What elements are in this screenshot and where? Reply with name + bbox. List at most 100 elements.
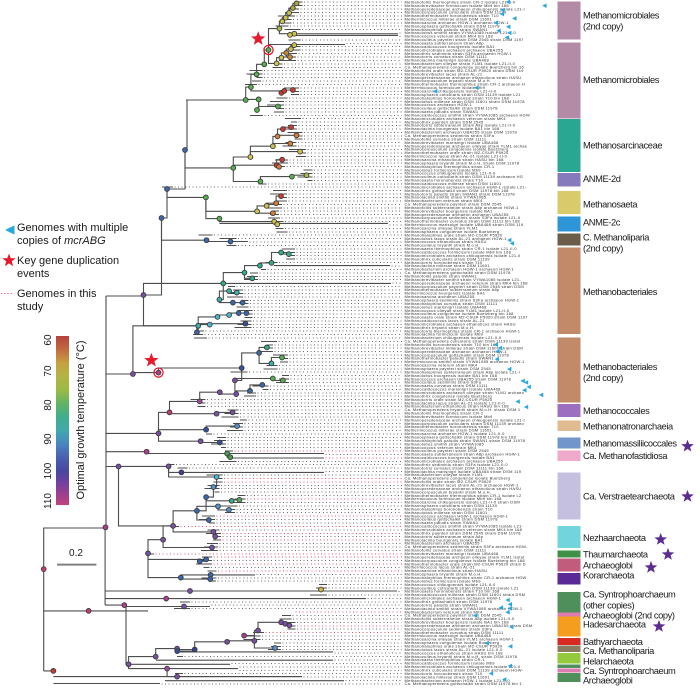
svg-text:Methanolacinia marisnigri isol: Methanolacinia marisnigri isolate UBA468 bbox=[405, 58, 490, 63]
svg-text:Methanobacterium olleyae strai: Methanobacterium olleyae strain YLM1 bbox=[405, 472, 484, 477]
svg-text:Helarchaeota: Helarchaeota bbox=[583, 656, 635, 666]
svg-text:Methanocorpusculum gottschalki: Methanocorpusculum gottschalkii strain D… bbox=[405, 352, 510, 357]
svg-text:Methanolobus lacus strain AL-2: Methanolobus lacus strain AL-21 isolate … bbox=[405, 647, 504, 652]
svg-text:Methanococcus ethanolicus stra: Methanococcus ethanolicus strain HASU bbox=[405, 239, 487, 244]
svg-text:Methanoculleus paynteri strain: Methanoculleus paynteri strain DSM 2545 … bbox=[405, 37, 525, 42]
svg-text:Methermicoccus millerae strain: Methermicoccus millerae strain DSM 11601 bbox=[405, 17, 493, 22]
svg-text:70: 70 bbox=[43, 365, 54, 377]
svg-text:Methanoperedenaceae archaeon a: Methanoperedenaceae archaeon archaeon UB… bbox=[405, 212, 510, 217]
svg-text:Methanocorpusculum bryantii st: Methanocorpusculum bryantii strain M.o.H… bbox=[405, 78, 492, 83]
svg-text:Methanocaldococcus formicicum: Methanocaldococcus formicicum isolate Mb… bbox=[405, 250, 512, 255]
svg-text:Methermicoccus marisnigri isol: Methermicoccus marisnigri isolate UBA468 bbox=[405, 633, 492, 638]
svg-text:Methanocorpusculum congolense: Methanocorpusculum congolense isolate Bu… bbox=[405, 558, 526, 563]
svg-text:Methanothrix gottschalkii stra: Methanothrix gottschalkii strain DSM 119… bbox=[405, 188, 510, 193]
svg-text:Methanohalophilus paludis stra: Methanohalophilus paludis strain SWAN1 bbox=[405, 27, 489, 32]
svg-text:events: events bbox=[17, 268, 50, 280]
svg-text:Methermicoccus lacus strain AL: Methermicoccus lacus strain AL-21 isolat… bbox=[405, 154, 508, 159]
svg-text:Methanomicrobiales: Methanomicrobiales bbox=[583, 75, 660, 85]
svg-text:Methanothrix paynteri strain D: Methanothrix paynteri strain DSM 2545 st… bbox=[405, 531, 522, 536]
svg-text:Methanosarcina archaeon HGW-1: Methanosarcina archaeon HGW-1 isolate L2… bbox=[405, 431, 506, 436]
svg-text:(other copies): (other copies) bbox=[583, 601, 635, 611]
svg-text:Methanothermobacter curvatus s: Methanothermobacter curvatus strain DSM … bbox=[405, 219, 521, 224]
svg-text:Methanosaeta thermophilus stra: Methanosaeta thermophilus strain CR-1 is… bbox=[405, 246, 518, 251]
svg-text:Hadesarchaeota: Hadesarchaeota bbox=[583, 619, 647, 629]
svg-text:Methanocaldococcus millerae st: Methanocaldococcus millerae strain DSM 1… bbox=[405, 592, 526, 597]
svg-text:Methanocaldococcus bourgensis: Methanocaldococcus bourgensis isolate BA… bbox=[405, 44, 496, 49]
svg-text:Methanomicrobiales archaeon ch: Methanomicrobiales archaeon chikugoensis… bbox=[405, 664, 521, 669]
svg-text:Methanosarcina ethanolicus str: Methanosarcina ethanolicus strain HASU bbox=[405, 568, 488, 573]
svg-text:Ca. Methanoperedens gottschalk: Ca. Methanoperedens gottschalkii strain … bbox=[405, 681, 523, 686]
svg-text:Methanobacterium archaeon UBA2: Methanobacterium archaeon UBA255 bbox=[405, 541, 481, 546]
svg-text:Methanohalophilus horonobensis: Methanohalophilus horonobensis strain T1… bbox=[405, 507, 494, 512]
svg-text:Genomes with multiple: Genomes with multiple bbox=[17, 222, 128, 234]
svg-text:Methanothrix cuticularis strai: Methanothrix cuticularis strain DSM 1113… bbox=[405, 668, 524, 673]
svg-text:ANME-2d: ANME-2d bbox=[583, 174, 621, 184]
svg-text:Methanocaldococcus bourgensis: Methanocaldococcus bourgensis isolate BA… bbox=[405, 455, 496, 460]
svg-text:Methanomicrobiales archaeon ve: Methanomicrobiales archaeon veterum stra… bbox=[405, 527, 523, 532]
svg-text:Ca. Methanoperedens gottschalk: Ca. Methanoperedens gottschalkii strain … bbox=[405, 270, 512, 275]
svg-text:Bathyarchaeota: Bathyarchaeota bbox=[583, 637, 644, 647]
svg-text:Methanomicrobiales archaeon ar: Methanomicrobiales archaeon archaeon HGW… bbox=[405, 596, 502, 601]
svg-text:Methanobrevibacter millerae st: Methanobrevibacter millerae strain DSM 1… bbox=[405, 345, 524, 350]
svg-text:Methanocorpusculum congolense: Methanocorpusculum congolense isolate Bu… bbox=[405, 147, 509, 152]
svg-text:Methanoperedenaceae archaeon o: Methanoperedenaceae archaeon olleyae str… bbox=[405, 554, 525, 559]
svg-text:Methanosaeta curvatus strain D: Methanosaeta curvatus strain DSM 11111 bbox=[405, 383, 489, 388]
svg-text:Ca. Methanoperedens cuticulari: Ca. Methanoperedens cuticularis strain D… bbox=[405, 339, 521, 344]
svg-text:Methanolacinia formicicum isol: Methanolacinia formicicum isolate Mb9 bbox=[405, 332, 484, 337]
svg-text:Methanococcus veterum strain M: Methanococcus veterum strain MK4 bbox=[405, 445, 478, 450]
svg-text:Methanohalophilus paludis stra: Methanohalophilus paludis strain SWAN1 s… bbox=[405, 438, 526, 443]
svg-text:Methanobacterium olleyae strai: Methanobacterium olleyae strain YLM1 iso… bbox=[405, 61, 516, 66]
svg-text:C. Methanoliparia: C. Methanoliparia bbox=[583, 233, 650, 243]
svg-text:Methanocaldococcus millerae st: Methanocaldococcus millerae strain DSM 1… bbox=[405, 181, 502, 186]
svg-text:Ca. Syntrophoarchaeum: Ca. Syntrophoarchaeum bbox=[583, 666, 676, 676]
svg-text:Methanobacterium archaeon HGW-: Methanobacterium archaeon HGW-1 isolate … bbox=[405, 678, 511, 683]
svg-text:Methanosphaera cuticularis str: Methanosphaera cuticularis strain DSM 11… bbox=[405, 503, 498, 508]
svg-text:Methanothermobacter curvatus s: Methanothermobacter curvatus strain DSM … bbox=[405, 630, 505, 635]
svg-text:Methanohalophilus subterraneum: Methanohalophilus subterraneum strain A8… bbox=[405, 369, 520, 374]
svg-text:Methanobrevibacter formicicum: Methanobrevibacter formicicum isolate Mb… bbox=[405, 3, 510, 8]
svg-text:Methanosphaera sediminis strai: Methanosphaera sediminis strain S3Fa arc… bbox=[405, 298, 520, 303]
svg-text:Archaeoglobi (2nd copy): Archaeoglobi (2nd copy) bbox=[583, 610, 675, 620]
svg-text:Methanolacinia marisnigri isol: Methanolacinia marisnigri isolate UBA468… bbox=[405, 469, 522, 474]
svg-text:Methanoculleus bryantii strain: Methanoculleus bryantii strain M.o.H. st… bbox=[405, 654, 518, 659]
svg-text:Korarchaeota: Korarchaeota bbox=[583, 571, 635, 581]
svg-text:Methanofollis horonobensis str: Methanofollis horonobensis strain T10 bi… bbox=[405, 342, 499, 347]
svg-text:Methanothermobacter thermophil: Methanothermobacter thermophilus strain … bbox=[405, 493, 523, 498]
svg-text:Methanoculleus gottschalkii st: Methanoculleus gottschalkii strain DSM 1… bbox=[405, 517, 499, 522]
svg-text:Methanosaeta subterraneum stra: Methanosaeta subterraneum strain A8p arc… bbox=[405, 452, 521, 457]
svg-text:Methanothermobacter paludis st: Methanothermobacter paludis strain SWAN1 bbox=[405, 356, 495, 361]
svg-text:Methanosphaera gottschalkii st: Methanosphaera gottschalkii strain DSM 1… bbox=[405, 23, 501, 28]
svg-text:Methanobacteriales: Methanobacteriales bbox=[583, 362, 658, 372]
svg-text:Methanothrix bryantii strain M: Methanothrix bryantii strain M.o.H. bbox=[405, 325, 475, 330]
svg-text:Methanolobus formicicum isolat: Methanolobus formicicum isolate Mb9 bbox=[405, 167, 482, 172]
svg-text:Optimal growth temperature (°C: Optimal growth temperature (°C) bbox=[75, 340, 87, 499]
svg-text:Methanocorpusculum cuticularis: Methanocorpusculum cuticularis strain DS… bbox=[405, 421, 525, 426]
svg-text:Methanothermobacter thermophil: Methanothermobacter thermophilus strain … bbox=[405, 82, 526, 87]
svg-text:Methermicoccus marisnigri isol: Methermicoccus marisnigri isolate UBA468… bbox=[405, 222, 524, 227]
svg-text:Methanococcus olleyae strain Y: Methanococcus olleyae strain YLM1 isolat… bbox=[405, 308, 510, 313]
svg-text:Methanosarcina olleyae strain: Methanosarcina olleyae strain YLM1 bbox=[405, 226, 479, 231]
svg-text:Methanoculleus cuticularis str: Methanoculleus cuticularis strain DSM 11… bbox=[405, 585, 520, 590]
svg-text:Thaumarchaeota: Thaumarchaeota bbox=[583, 549, 649, 559]
svg-text:Methanocaldococcus formicicum: Methanocaldococcus formicicum isolate Mb… bbox=[405, 661, 496, 666]
svg-text:Methanococcus archaeon UBA255: Methanococcus archaeon UBA255 strain DSM… bbox=[405, 376, 512, 381]
svg-text:Methanohalophilus thermophilus: Methanohalophilus thermophilus strain CR… bbox=[405, 575, 527, 580]
svg-text:Methanosphaera bryantii strain: Methanosphaera bryantii strain M.o.H. bbox=[405, 572, 482, 577]
svg-text:Methanosaeta horonobensis stra: Methanosaeta horonobensis strain T10 bin… bbox=[405, 589, 500, 594]
svg-text:Methanosarcina chikugoensis is: Methanosarcina chikugoensis isolate L21-… bbox=[405, 500, 520, 505]
svg-text:Methanobacterium archaeon HGW-: Methanobacterium archaeon HGW-1 archaeon… bbox=[405, 267, 515, 272]
svg-text:Methanococcales: Methanococcales bbox=[583, 406, 650, 416]
svg-text:Methanocorpusculum paynteri st: Methanocorpusculum paynteri strain DSM 2… bbox=[405, 284, 524, 289]
svg-text:Methanolobus bourgensis isolat: Methanolobus bourgensis isolate BA1 bin … bbox=[405, 373, 498, 378]
svg-text:90: 90 bbox=[43, 433, 54, 445]
svg-text:Methanobrevibacter marisnigri: Methanobrevibacter marisnigri isolate UB… bbox=[405, 140, 499, 145]
svg-text:study: study bbox=[17, 301, 44, 313]
svg-text:Methanosarcina olleyae strain: Methanosarcina olleyae strain YLM1 archa… bbox=[405, 637, 515, 642]
svg-text:Methanobrevibacter smithii str: Methanobrevibacter smithii strain VYWA10… bbox=[405, 277, 522, 282]
svg-text:Methanothrix sediminis strain: Methanothrix sediminis strain S3Fa isola… bbox=[405, 462, 509, 467]
svg-text:Methanomicrobiales: Methanomicrobiales bbox=[583, 11, 660, 21]
svg-text:Methanosaeta horonobensis stra: Methanosaeta horonobensis strain T10 bbox=[405, 178, 484, 183]
svg-text:Methanolacinia smithii strain: Methanolacinia smithii strain VYWA1085 a… bbox=[405, 606, 523, 611]
svg-text:Methanothrix gottschalkii stra: Methanothrix gottschalkii strain DSM 119… bbox=[405, 599, 493, 604]
svg-text:Methanocorpusculum bryantii st: Methanocorpusculum bryantii strain M.o.H… bbox=[405, 489, 492, 494]
